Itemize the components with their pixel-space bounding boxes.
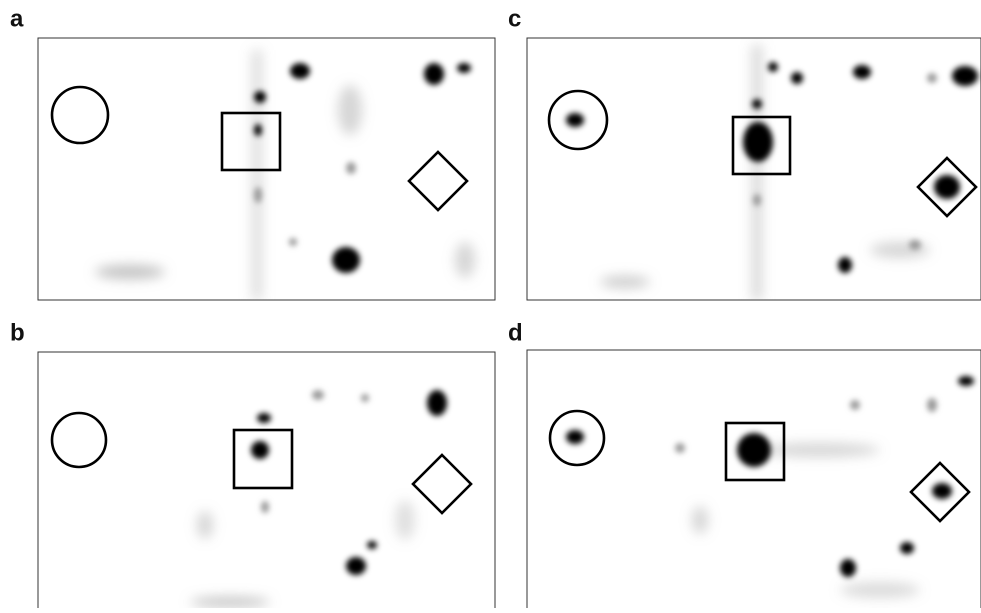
panel-c [527, 38, 981, 300]
panel-label: b [10, 319, 25, 346]
panel-a [38, 38, 495, 300]
panel-b [38, 352, 495, 608]
figure: a b c d [0, 0, 981, 608]
panel-frame [38, 352, 495, 608]
panel-label: c [508, 5, 521, 32]
panel-label: a [10, 5, 24, 32]
panel-label: d [508, 319, 523, 346]
panel-d [527, 350, 981, 608]
